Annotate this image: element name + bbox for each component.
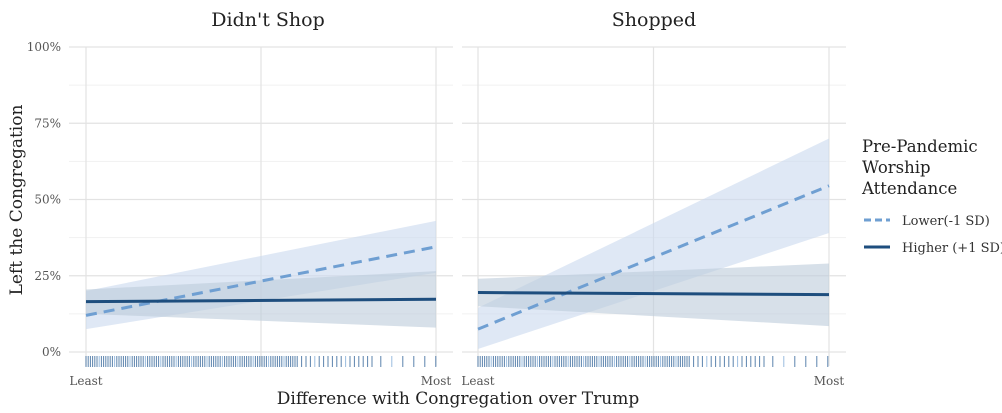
y-tick-label: 100%	[27, 40, 61, 54]
panel-data-didnt-shop	[85, 220, 437, 330]
legend: Pre-Pandemic Worship Attendance Lower(-1…	[861, 137, 1002, 256]
rug-shopped	[477, 356, 829, 367]
rug-didnt-shop	[85, 356, 437, 367]
legend-title-line-1: Pre-Pandemic	[862, 137, 978, 156]
series-line-higher	[85, 297, 437, 304]
x-tick-most-panel-2: Most	[814, 374, 845, 388]
y-tick-label: 0%	[42, 345, 61, 359]
y-axis-title: Left the Congregation	[7, 105, 27, 296]
legend-label-lower: Lower(-1 SD)	[902, 214, 990, 229]
y-tick-label: 50%	[34, 193, 61, 207]
x-axis-title: Difference with Congregation over Trump	[277, 389, 640, 409]
legend-title-line-3: Attendance	[861, 179, 957, 198]
y-tick-labels: 0% 25% 50% 75% 100%	[27, 40, 61, 359]
series-line-lower	[85, 245, 437, 317]
x-tick-most-panel-1: Most	[421, 374, 452, 388]
series-line-higher	[477, 291, 830, 297]
series-line-lower	[477, 184, 830, 331]
x-tick-least-panel-1: Least	[69, 374, 102, 388]
panel-title-shopped: Shopped	[612, 9, 696, 31]
panel-data-shopped	[477, 138, 830, 349]
x-tick-least-panel-2: Least	[461, 374, 494, 388]
y-tick-label: 25%	[34, 269, 61, 283]
legend-label-higher: Higher (+1 SD)	[902, 241, 1002, 256]
legend-title-line-2: Worship	[862, 158, 931, 177]
panel-title-didnt-shop: Didn't Shop	[211, 9, 324, 31]
y-tick-label: 75%	[34, 116, 61, 130]
